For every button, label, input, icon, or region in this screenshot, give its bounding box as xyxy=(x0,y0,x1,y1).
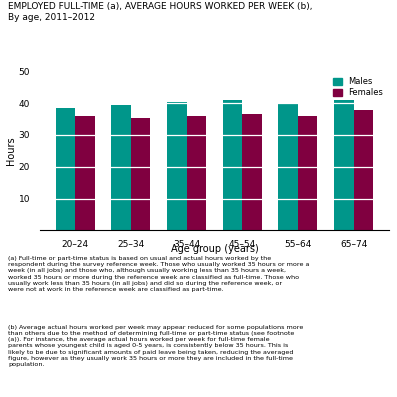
Bar xyxy=(298,116,318,230)
Text: (b) Average actual hours worked per week may appear reduced for some populations: (b) Average actual hours worked per week… xyxy=(8,325,303,367)
Bar xyxy=(334,100,354,230)
Legend: Males, Females: Males, Females xyxy=(331,75,385,99)
Bar xyxy=(354,110,373,230)
Bar xyxy=(167,102,187,230)
Bar xyxy=(278,103,298,230)
Bar xyxy=(187,116,206,230)
Text: (a) Full-time or part-time status is based on usual and actual hours worked by t: (a) Full-time or part-time status is bas… xyxy=(8,256,309,292)
Y-axis label: Hours: Hours xyxy=(6,137,16,165)
Text: EMPLOYED FULL-TIME (a), AVERAGE HOURS WORKED PER WEEK (b),: EMPLOYED FULL-TIME (a), AVERAGE HOURS WO… xyxy=(8,2,312,11)
Bar xyxy=(75,116,94,230)
Text: By age, 2011–2012: By age, 2011–2012 xyxy=(8,13,95,22)
Bar xyxy=(242,114,262,230)
Text: Age group (years): Age group (years) xyxy=(170,244,258,254)
Bar xyxy=(131,118,150,230)
Bar xyxy=(56,108,75,230)
Bar xyxy=(111,105,131,230)
Bar xyxy=(223,100,242,230)
